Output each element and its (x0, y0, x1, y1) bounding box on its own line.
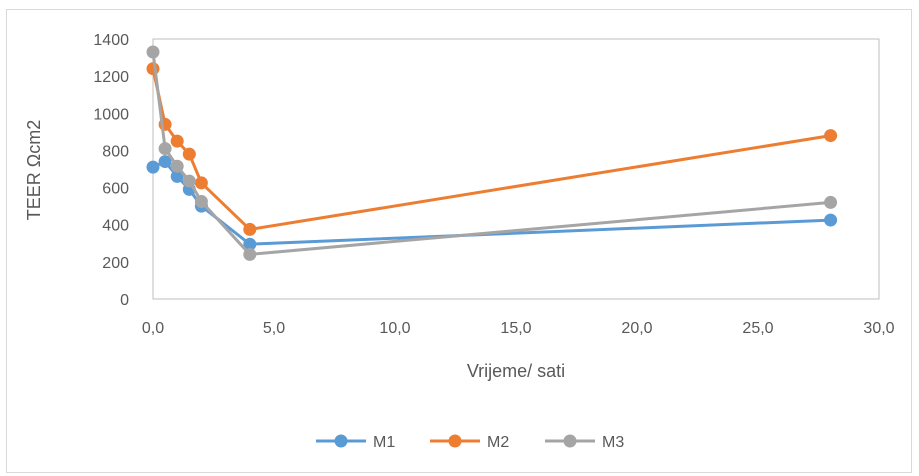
data-point (170, 169, 184, 183)
data-point (170, 134, 184, 148)
x-tick-labels: 0,0 5,0 10,0 15,0 20,0 25,0 30,0 (142, 320, 895, 337)
series-m3 (146, 45, 838, 261)
plot-axes (152, 38, 880, 300)
data-point (182, 147, 196, 161)
series-group (146, 45, 838, 261)
data-point (170, 159, 184, 173)
x-tick-label: 30,0 (863, 320, 894, 337)
x-tick-label: 25,0 (742, 320, 773, 337)
legend-label: M3 (602, 434, 624, 451)
data-point (194, 176, 208, 190)
data-point (194, 195, 208, 208)
y-tick-label: 600 (102, 181, 129, 198)
x-tick-label: 10,0 (379, 320, 410, 337)
data-point (158, 155, 172, 169)
data-point (158, 142, 172, 156)
y-tick-label: 1200 (93, 69, 129, 86)
legend: M1 M2 M3 (316, 434, 624, 451)
y-tick-label: 800 (102, 143, 129, 160)
legend-label: M1 (373, 434, 395, 451)
x-tick-label: 0,0 (142, 320, 164, 337)
data-point (146, 160, 160, 174)
data-point (824, 129, 838, 143)
series-line (151, 68, 831, 231)
y-tick-label: 400 (102, 218, 129, 235)
data-point (146, 62, 160, 76)
y-axis-title: TEER Ωcm2 (24, 120, 44, 220)
y-tick-label: 1000 (93, 106, 129, 123)
data-point (243, 222, 257, 236)
y-tick-label: 200 (102, 255, 129, 272)
data-point (146, 45, 160, 59)
legend-item-m1: M1 (316, 434, 395, 451)
legend-marker (448, 434, 462, 448)
data-point (182, 174, 196, 188)
x-axis-title: Vrijeme/ sati (467, 361, 565, 381)
x-tick-label: 15,0 (500, 320, 531, 337)
legend-label: M2 (487, 434, 509, 451)
plot-area-border (152, 38, 880, 300)
legend-item-m2: M2 (430, 434, 509, 451)
y-tick-labels: 0 200 400 600 800 1000 1200 1400 (93, 32, 129, 309)
y-tick-label: 1400 (93, 32, 129, 49)
data-point (243, 247, 257, 261)
y-tick-label: 0 (120, 292, 129, 309)
data-point (824, 213, 838, 227)
legend-item-m3: M3 (545, 434, 624, 451)
data-point (824, 195, 838, 209)
legend-marker (334, 434, 348, 448)
x-tick-label: 20,0 (621, 320, 652, 337)
legend-marker (563, 434, 577, 448)
data-point (243, 237, 257, 251)
series-m1 (146, 155, 838, 251)
x-tick-label: 5,0 (263, 320, 285, 337)
